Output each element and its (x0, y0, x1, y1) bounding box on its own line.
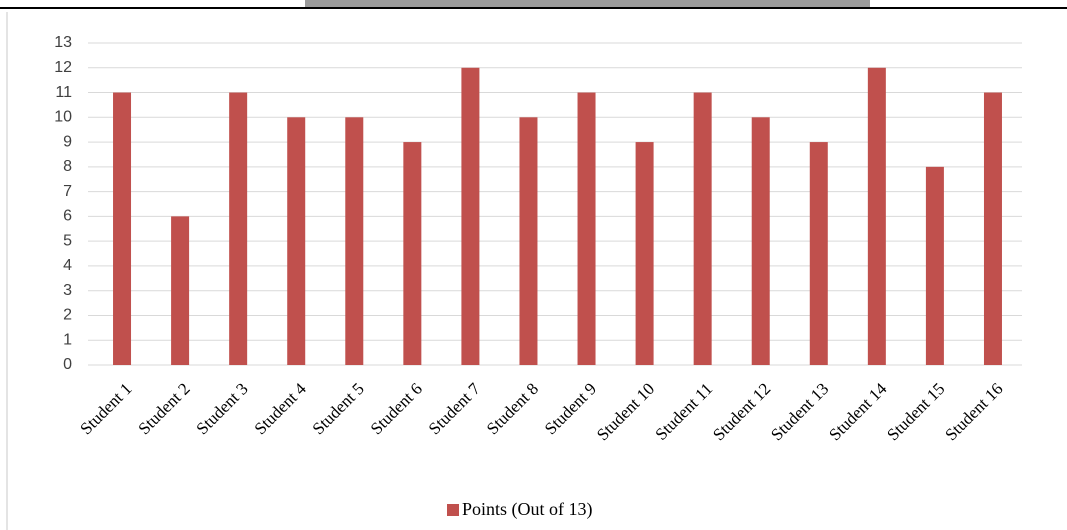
y-tick-label: 7 (63, 183, 72, 200)
y-tick-label: 10 (54, 109, 72, 126)
bar (171, 216, 190, 365)
x-tick-label: Student 9 (541, 379, 600, 438)
bar (345, 117, 364, 365)
bar (693, 92, 712, 366)
bar (983, 92, 1002, 366)
x-tick-label: Student 6 (367, 379, 426, 438)
bar (751, 117, 770, 365)
bar (809, 142, 828, 365)
y-tick-label: 11 (55, 84, 72, 101)
x-tick-label: Student 7 (425, 379, 485, 439)
x-tick-label: Student 12 (709, 379, 774, 444)
x-tick-label: Student 3 (193, 379, 252, 438)
y-tick-label: 6 (63, 208, 72, 225)
bar (229, 92, 248, 366)
bar (113, 92, 132, 366)
y-tick-label: 12 (54, 59, 72, 76)
x-tick-label: Student 15 (883, 379, 948, 444)
bar (577, 92, 596, 366)
x-tick-label: Student 5 (309, 379, 368, 438)
bar (403, 142, 422, 365)
x-tick-label: Student 11 (651, 379, 716, 444)
x-tick-label: Student 2 (134, 379, 193, 438)
bar (287, 117, 306, 365)
top-image-strip (305, 0, 870, 7)
bar (461, 67, 480, 366)
y-tick-label: 5 (63, 232, 72, 249)
bar (925, 166, 944, 365)
y-tick-label: 0 (63, 356, 72, 373)
y-tick-label: 4 (63, 257, 72, 274)
y-tick-label: 1 (63, 331, 72, 348)
x-tick-label: Student 13 (767, 379, 832, 444)
y-tick-label: 2 (63, 307, 72, 324)
x-tick-label: Student 1 (76, 379, 135, 438)
x-tick-label: Student 10 (593, 379, 658, 444)
legend-label: Points (Out of 13) (462, 499, 593, 520)
x-tick-label: Student 14 (825, 379, 891, 445)
y-tick-label: 3 (63, 282, 72, 299)
bar (519, 117, 538, 365)
legend-swatch (447, 504, 459, 516)
x-tick-label: Student 16 (941, 379, 1006, 444)
x-tick-label: Student 8 (483, 379, 542, 438)
bar (635, 142, 654, 365)
bar (867, 67, 886, 366)
y-tick-label: 13 (54, 34, 72, 51)
x-tick-label: Student 4 (251, 379, 311, 439)
y-tick-label: 9 (63, 133, 72, 150)
y-tick-label: 8 (63, 158, 72, 175)
